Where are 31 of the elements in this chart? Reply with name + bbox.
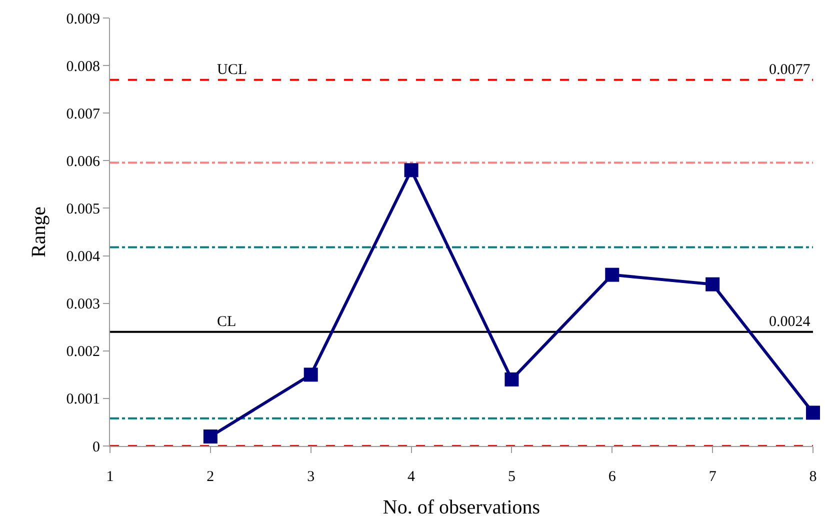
y-tick-label: 0.009 xyxy=(66,11,100,28)
y-tick-label: 0.001 xyxy=(66,392,100,408)
ref-line-label: CL xyxy=(217,314,236,330)
x-tick-label: 6 xyxy=(608,469,616,485)
point xyxy=(504,372,519,386)
point xyxy=(605,268,620,282)
point xyxy=(203,429,218,444)
point xyxy=(706,277,720,292)
point xyxy=(806,406,820,420)
y-axis-title: Range xyxy=(28,206,50,258)
x-tick-label: 4 xyxy=(408,469,416,485)
x-tick-label: 7 xyxy=(708,469,717,485)
point xyxy=(304,368,318,382)
ref-line-label: UCL xyxy=(217,62,247,78)
x-tick-label: 5 xyxy=(508,469,516,485)
annotation: 0.0077 xyxy=(769,62,811,78)
y-tick-label: 0.003 xyxy=(66,296,100,313)
y-tick-label: 0 xyxy=(92,439,100,456)
x-tick-label: 1 xyxy=(106,469,114,485)
y-tick-label: 0.008 xyxy=(66,58,100,75)
x-axis-title: No. of observations xyxy=(382,496,540,518)
x-tick-label: 2 xyxy=(206,469,214,485)
y-tick-label: 0.005 xyxy=(66,201,100,218)
y-tick-label: 0.007 xyxy=(66,106,100,122)
point xyxy=(404,163,418,178)
y-tick-label: 0.002 xyxy=(66,344,100,360)
annotation: 0.0024 xyxy=(769,314,811,330)
x-tick-label: 3 xyxy=(307,469,315,485)
x-tick-label: 8 xyxy=(809,469,817,485)
y-tick-label: 0.004 xyxy=(66,249,100,266)
y-tick-label: 0.006 xyxy=(66,154,100,170)
